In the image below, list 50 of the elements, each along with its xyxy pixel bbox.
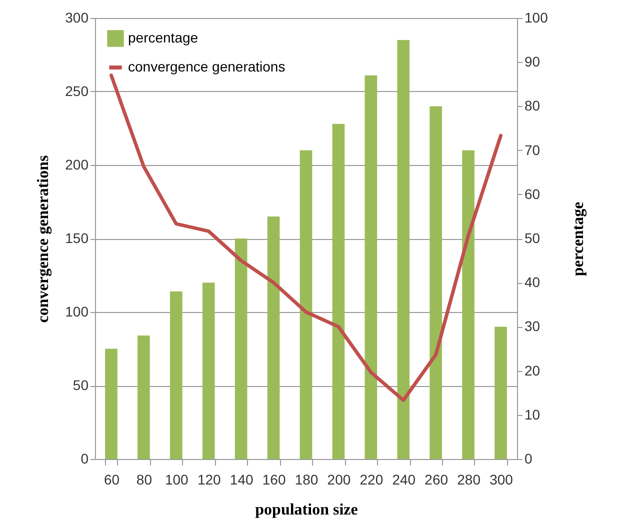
y2-tick-label: 20 (524, 362, 540, 378)
bar (234, 238, 248, 459)
x-tick-label: 260 (424, 472, 448, 488)
x-tick-label: 240 (392, 472, 416, 488)
x-tick-label: 120 (197, 472, 222, 488)
x-tick-label: 160 (262, 472, 286, 488)
y2-tick-label: 90 (524, 54, 540, 70)
x-tick-label: 200 (327, 472, 351, 488)
y-tick-label: 0 (80, 450, 89, 466)
bar (332, 124, 345, 459)
x-tick-label: 80 (136, 472, 152, 488)
bar (430, 106, 442, 459)
y2-tick-label: 60 (524, 186, 540, 202)
y2-tick-label: 30 (524, 318, 540, 334)
bar (364, 75, 378, 459)
y2-axis-title: percentage (570, 202, 587, 276)
x-tick-label: 100 (164, 472, 189, 488)
x-tick-label: 300 (490, 472, 514, 488)
legend-label: percentage (128, 30, 198, 46)
bar (138, 336, 150, 459)
bar (267, 216, 280, 459)
y-tick-label: 200 (65, 156, 89, 172)
y2-tick-label: 40 (524, 274, 540, 290)
y2-tick-label: 50 (524, 230, 540, 246)
x-tick-label: 220 (360, 472, 384, 488)
x-tick-label: 280 (457, 472, 481, 488)
x-tick-label: 180 (294, 472, 318, 488)
y-tick-label: 250 (65, 83, 89, 99)
y2-tick-label: 0 (524, 450, 532, 466)
y-tick-label: 100 (65, 304, 89, 320)
x-axis-title: population size (255, 502, 358, 518)
x-tick-label: 60 (104, 472, 120, 488)
bar (202, 282, 215, 459)
bar (170, 291, 182, 459)
y-axis-title: convergence generations (35, 155, 52, 323)
y-tick-label: 50 (72, 377, 89, 393)
y2-tick-label: 80 (524, 98, 540, 114)
y2-tick-label: 70 (524, 142, 540, 158)
y2-tick-label: 10 (524, 406, 540, 422)
bar (397, 40, 410, 459)
bar (494, 326, 507, 459)
line-series (109, 74, 503, 402)
bar (462, 150, 474, 459)
legend-label: convergence generations (128, 58, 286, 74)
x-tick-label: 140 (230, 472, 254, 488)
y-tick-label: 300 (65, 10, 89, 26)
bar (300, 150, 312, 459)
bar (105, 348, 118, 459)
y-tick-label: 150 (65, 230, 89, 246)
y2-tick-label: 100 (524, 10, 548, 26)
